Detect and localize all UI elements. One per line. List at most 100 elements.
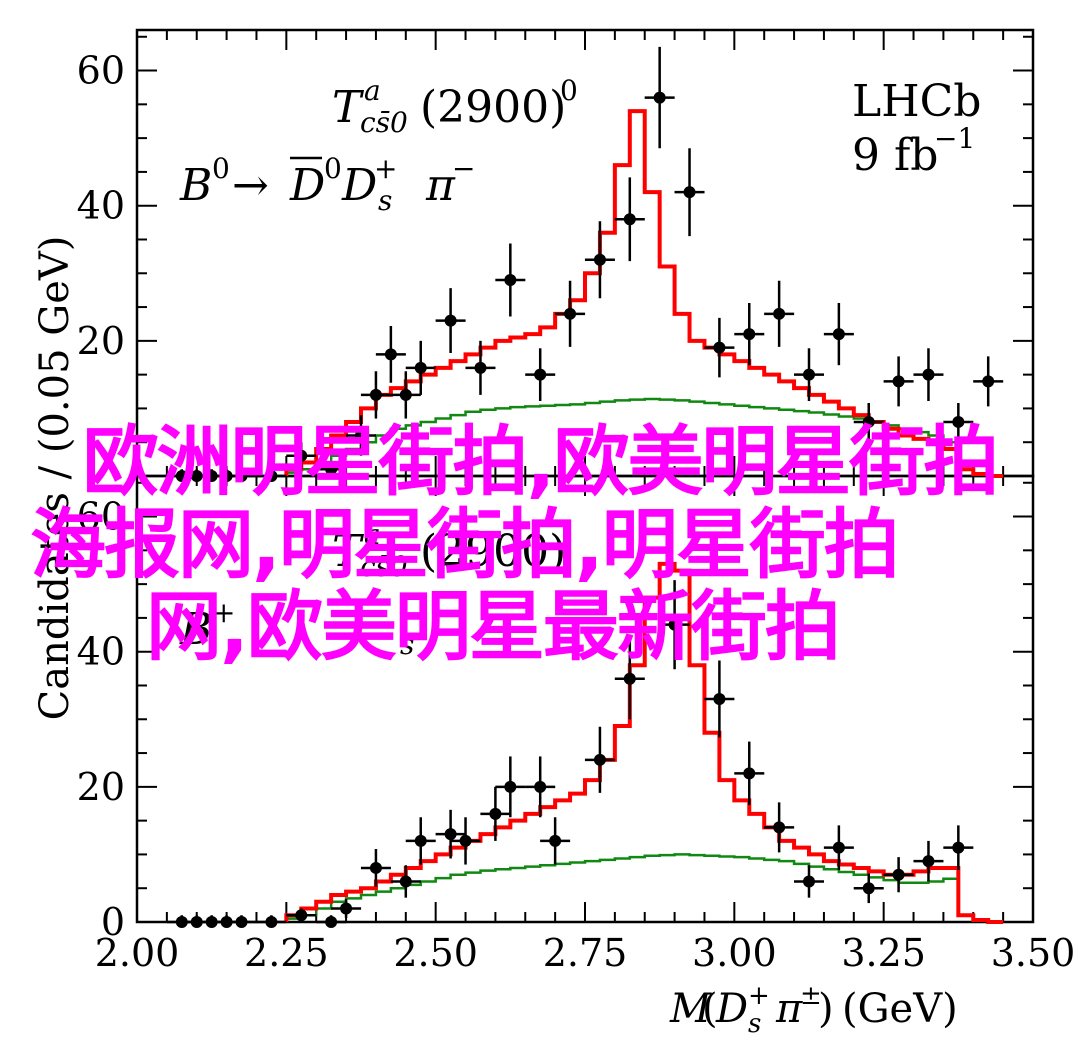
data-point bbox=[704, 317, 735, 378]
data-marker bbox=[743, 767, 756, 780]
svg-text:0: 0 bbox=[560, 74, 578, 107]
experiment-label: LHCb 9 fb −1 bbox=[852, 76, 981, 181]
y-tick-label: 0 bbox=[101, 900, 125, 944]
svg-text:±: ± bbox=[800, 981, 822, 1011]
y-tick-label: 60 bbox=[77, 495, 125, 539]
svg-text:B: B bbox=[179, 160, 212, 211]
data-marker bbox=[892, 375, 905, 388]
data-point bbox=[450, 817, 481, 865]
data-marker bbox=[295, 909, 308, 922]
data-marker bbox=[534, 780, 547, 793]
background-fit-curve bbox=[285, 853, 1004, 924]
data-point bbox=[286, 442, 317, 470]
data-point bbox=[853, 873, 884, 904]
data-point bbox=[704, 660, 735, 738]
data-point bbox=[913, 348, 944, 401]
data-point bbox=[540, 817, 571, 865]
data-marker bbox=[444, 314, 457, 327]
data-marker bbox=[474, 361, 487, 374]
data-marker bbox=[862, 882, 875, 895]
svg-text:T: T bbox=[332, 82, 365, 133]
data-marker bbox=[832, 841, 845, 854]
data-point bbox=[913, 840, 944, 882]
svg-text:B: B bbox=[179, 604, 212, 655]
data-point bbox=[973, 356, 1004, 407]
data-point bbox=[734, 303, 765, 366]
data-point bbox=[555, 280, 586, 347]
svg-text:cs̄0: cs̄0 bbox=[360, 106, 408, 139]
data-marker bbox=[369, 388, 382, 401]
data-marker bbox=[384, 348, 397, 361]
svg-text:T: T bbox=[332, 526, 365, 577]
data-point bbox=[614, 177, 645, 262]
data-point bbox=[883, 356, 914, 407]
data-point bbox=[390, 371, 421, 419]
y-tick-label: 40 bbox=[77, 184, 125, 228]
svg-text:s: s bbox=[378, 184, 392, 217]
data-point bbox=[764, 802, 795, 853]
data-marker bbox=[952, 415, 965, 428]
data-marker bbox=[623, 672, 636, 685]
data-point bbox=[405, 817, 436, 865]
background-fit-curve bbox=[285, 397, 1004, 478]
data-marker bbox=[414, 834, 427, 847]
svg-text:(: ( bbox=[702, 986, 718, 1032]
svg-text:a: a bbox=[364, 518, 381, 551]
data-point bbox=[316, 915, 347, 928]
svg-text:cs̄0: cs̄0 bbox=[360, 550, 408, 583]
data-point bbox=[525, 756, 556, 818]
y-axis-label: Candidates / (0.05 GeV) bbox=[32, 236, 78, 721]
total-fit-layer bbox=[284, 109, 1004, 924]
data-point bbox=[883, 857, 914, 893]
x-tick-label: 3.00 bbox=[692, 931, 777, 975]
data-point bbox=[659, 580, 690, 670]
data-point bbox=[644, 46, 675, 149]
data-marker bbox=[459, 834, 472, 847]
svg-text:LHCb: LHCb bbox=[852, 76, 981, 127]
axes-layer: 20 40 60 0 20 40 60 2.00 2.25 2.50 2.75 3.00 3.25 3.5… bbox=[77, 30, 1075, 975]
y-tick-label: 40 bbox=[77, 630, 125, 674]
data-marker bbox=[653, 91, 666, 104]
data-point bbox=[584, 221, 615, 299]
data-point bbox=[435, 288, 466, 354]
svg-text:): ) bbox=[818, 986, 834, 1032]
data-marker bbox=[295, 449, 308, 462]
data-point bbox=[360, 849, 391, 887]
x-tick-label: 2.75 bbox=[543, 931, 628, 975]
data-point bbox=[226, 915, 257, 928]
data-point bbox=[495, 756, 526, 818]
svg-text:(2900): (2900) bbox=[420, 82, 566, 133]
data-point bbox=[584, 726, 615, 793]
svg-text:+: + bbox=[374, 152, 397, 185]
data-marker bbox=[369, 861, 382, 874]
data-point bbox=[525, 348, 556, 401]
x-tick-label: 2.00 bbox=[95, 931, 180, 975]
data-marker bbox=[773, 307, 786, 320]
data-marker bbox=[325, 916, 338, 928]
data-point bbox=[226, 469, 257, 482]
data-marker bbox=[265, 916, 278, 928]
bottom-panel-frame bbox=[135, 474, 1035, 924]
data-marker bbox=[355, 429, 367, 442]
data-marker bbox=[549, 834, 562, 847]
data-point bbox=[346, 415, 376, 456]
data-marker bbox=[504, 780, 517, 793]
data-marker bbox=[593, 753, 606, 766]
data-point bbox=[480, 786, 511, 841]
svg-text:0: 0 bbox=[212, 152, 230, 185]
svg-text:M: M bbox=[669, 986, 712, 1032]
data-marker bbox=[982, 375, 995, 388]
svg-text:(2900): (2900) bbox=[420, 526, 566, 577]
data-marker bbox=[683, 186, 696, 199]
data-marker bbox=[340, 902, 353, 915]
data-marker bbox=[444, 828, 457, 841]
data-point bbox=[794, 865, 824, 898]
bottom-state-label: T a cs̄0 (2900) bbox=[332, 518, 566, 583]
data-point bbox=[734, 741, 765, 806]
data-point bbox=[495, 243, 526, 317]
data-marker bbox=[593, 253, 606, 266]
data-point bbox=[435, 809, 466, 859]
data-marker bbox=[399, 388, 412, 401]
state-label: T a cs̄0 (2900) 0 bbox=[332, 74, 578, 139]
data-marker bbox=[922, 368, 935, 381]
